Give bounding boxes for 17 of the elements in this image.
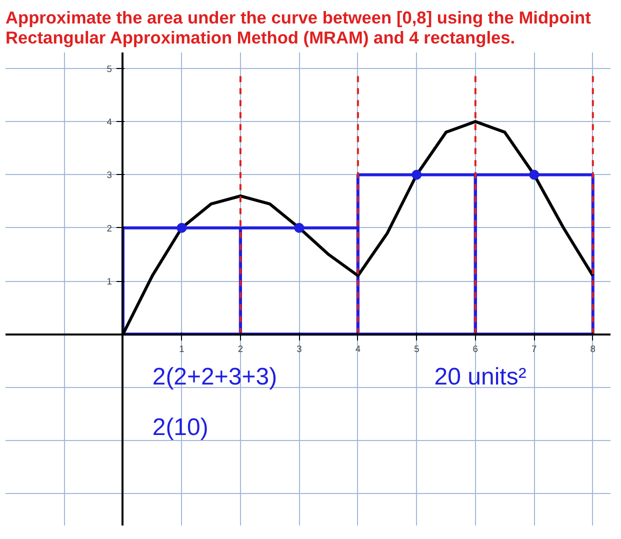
x-tick-label: 2 [238, 344, 244, 354]
annotation: 2(2+2+3+3) [152, 363, 278, 390]
y-tick-label: 5 [106, 64, 112, 74]
x-tick-label: 1 [179, 344, 184, 354]
y-tick-label: 1 [106, 276, 112, 287]
y-tick-label: 2 [106, 223, 112, 234]
x-tick-label: 5 [414, 344, 420, 354]
annotation: 20 units² [434, 363, 526, 390]
annotation: 2(10) [152, 414, 208, 441]
x-tick-label: 8 [590, 344, 596, 354]
x-tick-label: 6 [472, 344, 478, 354]
y-tick-label: 4 [106, 117, 112, 128]
x-tick-label: 4 [355, 344, 361, 354]
chart-title: Approximate the area under the curve between [0,8] using the Midpoint Rectangular Approximation Method (MRAM) and 4 rectangles. [6, 8, 592, 48]
x-tick-label: 3 [296, 344, 302, 354]
y-tick-label: 3 [106, 170, 112, 180]
x-tick-label: 7 [532, 344, 537, 354]
